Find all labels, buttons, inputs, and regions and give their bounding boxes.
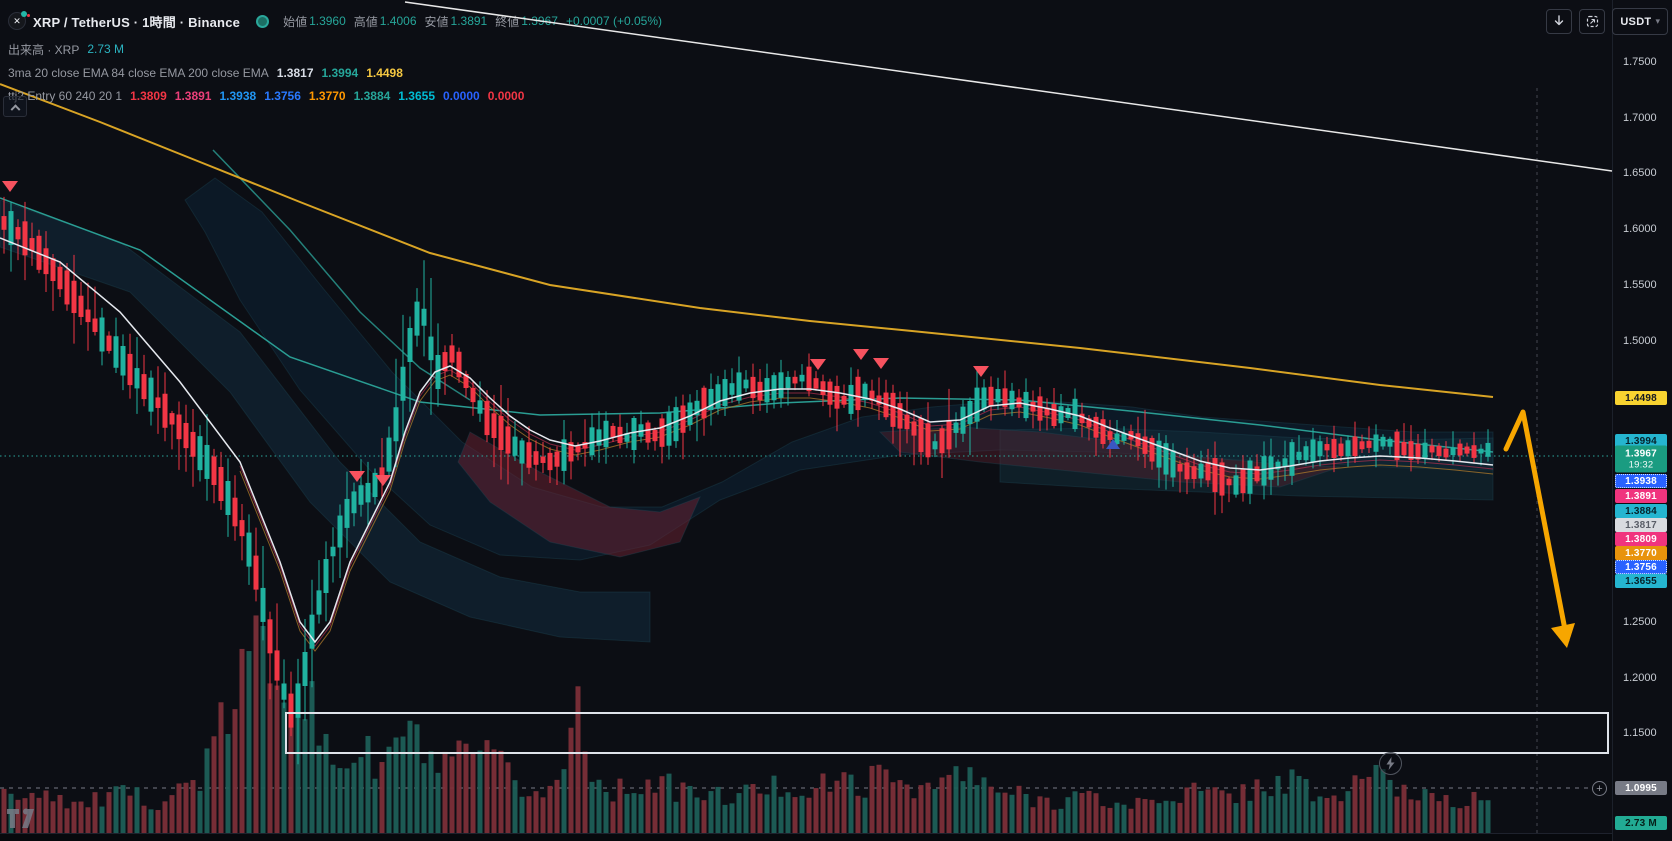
axis-tick-label: 1.5500 (1623, 279, 1657, 291)
tradingview-logo (7, 808, 34, 828)
axis-tick-label: 1.2000 (1623, 672, 1657, 684)
ttj2-value: 1.3891 (174, 89, 212, 103)
price-level-label: 1.3891 (1615, 489, 1667, 503)
low-value: 1.3891 (450, 14, 488, 28)
alert-plus-icon[interactable]: + (1592, 781, 1607, 796)
symbol-row: ✕ XRP / TetherUS · 1時間 · Binance 始値 1.39… (8, 8, 670, 34)
ichimoku-clouds (0, 177, 1494, 643)
chart-legend: ✕ XRP / TetherUS · 1時間 · Binance 始値 1.39… (3, 8, 670, 117)
axis-tick-label: 1.7500 (1623, 56, 1657, 68)
ma-indicator-values: 1.3817 1.3994 1.4498 (269, 66, 403, 80)
sell-marker-icon (853, 349, 869, 360)
volume-indicator-label: 出来高 · XRP (8, 42, 80, 57)
ttj2-indicator-row[interactable]: ttj2 Entry 60 240 20 1 1.3809 1.3891 1.393… (8, 87, 670, 105)
high-value: 1.4006 (379, 14, 417, 28)
symbol-logo-icon: ✕ (8, 11, 30, 30)
symbol-title[interactable]: XRP / TetherUS · 1時間 · Binance (33, 14, 241, 30)
volume-indicator-row[interactable]: 出来高 · XRP 2.73 M (8, 40, 670, 58)
support-zone-box (285, 712, 1609, 754)
open-value: 1.3960 (309, 14, 346, 28)
price-level-label: 1.3994 (1615, 434, 1667, 448)
buy-marker-icon (1106, 439, 1120, 449)
high-label: 高値 (353, 14, 378, 29)
change-value: +0.0007 (+0.05%) (565, 14, 663, 28)
volume-indicator-value: 2.73 M (87, 42, 125, 56)
open-label: 始値 (283, 14, 308, 29)
axis-tick-label: 1.7000 (1623, 112, 1657, 124)
axis-tick-label: 1.6000 (1623, 223, 1657, 235)
price-level-label: 1.3756 (1615, 560, 1667, 574)
candlesticks (1, 196, 1491, 765)
sell-marker-icon (973, 366, 989, 377)
axis-tick-label: 1.2500 (1623, 616, 1657, 628)
trade-markers (2, 181, 1120, 486)
reset-view-button[interactable] (1579, 9, 1606, 34)
axis-tick-label: 1.1500 (1623, 727, 1657, 739)
axis-tick-label: 1.5000 (1623, 335, 1657, 347)
ma-value: 1.3994 (321, 66, 359, 80)
price-level-label: 1.4498 (1615, 391, 1667, 405)
close-label: 終値 (495, 14, 520, 29)
arrow-down-icon (1555, 15, 1564, 26)
sell-marker-icon (873, 358, 889, 369)
currency-dropdown[interactable]: USDT ▾ (1612, 8, 1668, 35)
topbar-controls: USDT ▾ (1546, 8, 1668, 35)
legend-collapse-button[interactable] (3, 96, 27, 117)
price-level-label: 1.3655 (1615, 574, 1667, 588)
ttj2-value: 1.3809 (130, 89, 167, 103)
volume-value-label: 2.73 M (1615, 816, 1667, 830)
price-axis[interactable]: + 1.7500 1.7000 1.6500 1.6000 1.5500 1.5000 1.… (1592, 0, 1672, 841)
scroll-down-button[interactable] (1546, 9, 1573, 34)
ma-value: 1.4498 (366, 66, 403, 80)
volume-bars (1, 615, 1491, 833)
status-red-dot-icon (27, 14, 30, 17)
restore-view-icon (1586, 15, 1598, 28)
market-status-dot-icon (256, 14, 270, 28)
price-level-label: 1.3809 (1615, 532, 1667, 546)
price-level-label: 1.3884 (1615, 504, 1667, 518)
ttj2-value: 1.3884 (353, 89, 391, 103)
chevron-down-icon: ▾ (1655, 16, 1660, 26)
ma-indicator-label: 3ma 20 close EMA 84 close EMA 200 close … (8, 66, 269, 80)
ttj2-indicator-label: ttj2 Entry 60 240 20 1 (8, 89, 123, 103)
ma-indicator-row[interactable]: 3ma 20 close EMA 84 close EMA 200 close … (8, 64, 670, 82)
ttj2-value: 1.3655 (398, 89, 435, 103)
price-level-label: 1.3770 (1615, 546, 1667, 560)
current-price-label: 1.3967 19:32 (1615, 445, 1667, 473)
sell-marker-icon (810, 359, 826, 370)
sell-marker-icon (349, 471, 365, 482)
ttj2-value: 1.3770 (308, 89, 346, 103)
currency-value: USDT (1620, 15, 1652, 28)
price-level-label: 1.3817 (1615, 518, 1667, 532)
quick-trade-button[interactable] (1379, 752, 1402, 775)
chevron-up-icon (10, 104, 20, 115)
ttj2-value: 0.0000 (487, 89, 525, 103)
sell-marker-icon (375, 475, 391, 486)
ttj2-value: 1.3756 (264, 89, 301, 103)
price-level-label: 1.3938 (1615, 474, 1667, 488)
ttj2-value: 0.0000 (443, 89, 480, 103)
alert-price-label: 1.0995 (1615, 781, 1667, 795)
low-label: 安値 (424, 14, 449, 29)
lightning-icon (1386, 757, 1395, 770)
ma-value: 1.3817 (276, 66, 314, 80)
sell-marker-icon (2, 181, 18, 192)
axis-tick-label: 1.6500 (1623, 167, 1657, 179)
ttj2-indicator-values: 1.3809 1.3891 1.3938 1.3756 1.3770 1.3884 1.36… (122, 89, 524, 103)
time-axis-strip[interactable] (0, 833, 1672, 841)
status-teal-dot-icon (21, 11, 27, 17)
close-value: 1.3967 (521, 14, 558, 28)
ttj2-value: 1.3938 (219, 89, 257, 103)
